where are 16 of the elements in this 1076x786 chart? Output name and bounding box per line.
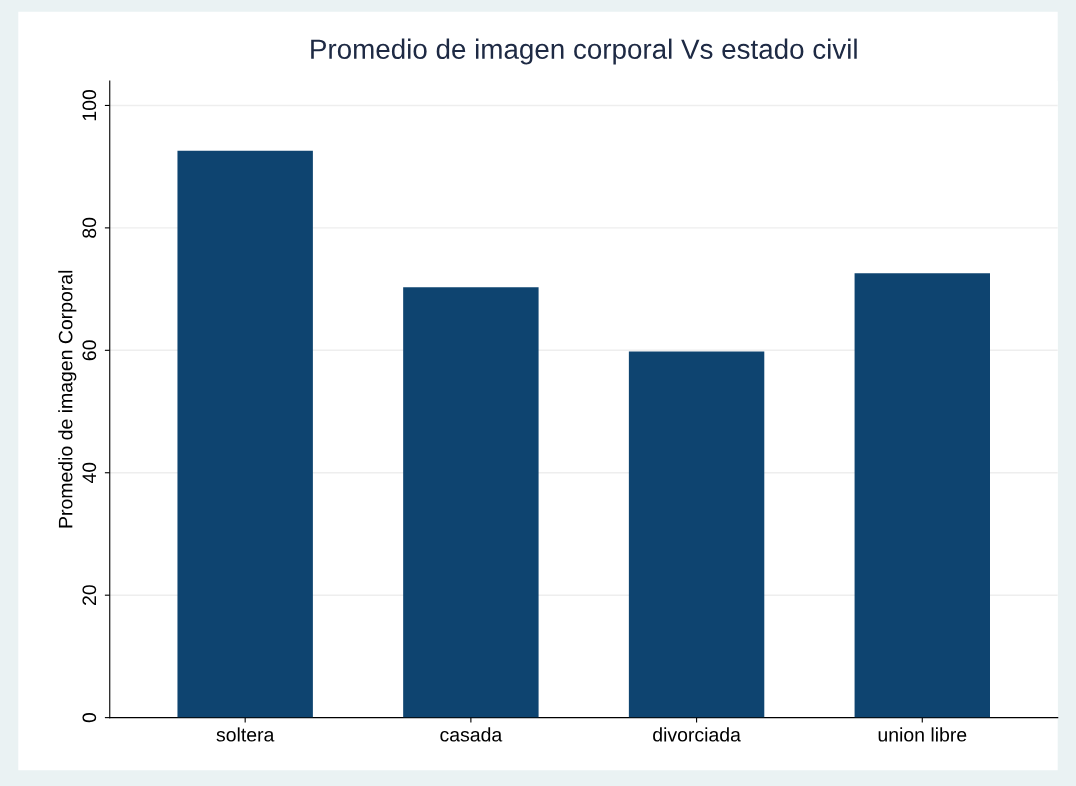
y-tick-label: 80: [82, 217, 97, 238]
x-tick-label: union libre: [878, 727, 967, 742]
y-tick-label: 60: [82, 340, 97, 361]
x-tick-label: casada: [440, 727, 503, 742]
y-tick-label: 40: [82, 462, 97, 484]
y-tick-label: 20: [82, 585, 97, 606]
bar: [177, 150, 313, 718]
y-tick-label: 100: [82, 89, 97, 121]
x-tick-label: divorciada: [653, 727, 741, 742]
bar: [854, 273, 990, 718]
x-tick-label: soltera: [216, 727, 275, 742]
y-axis-title: Promedio de imagen Corporal: [58, 270, 77, 528]
y-tick-label: 0: [82, 712, 97, 723]
bar: [628, 351, 765, 718]
bar: [403, 287, 539, 718]
chart-title: Promedio de imagen corporal Vs estado civil: [311, 38, 857, 65]
